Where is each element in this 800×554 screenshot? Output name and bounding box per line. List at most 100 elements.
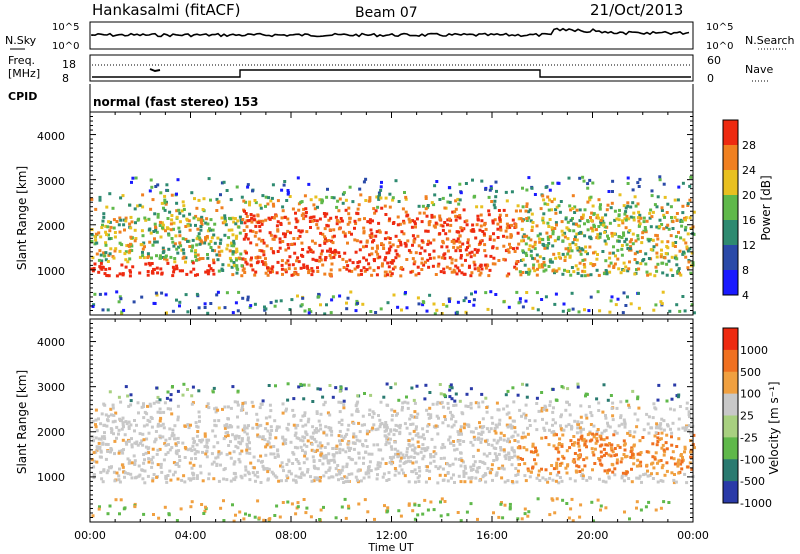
rti-cell — [191, 471, 195, 475]
rti-cell — [571, 217, 574, 220]
rti-cell — [164, 443, 168, 447]
rti-cell — [646, 469, 649, 473]
rti-cell — [315, 448, 319, 452]
rti-cell — [191, 385, 195, 389]
rti-cell — [644, 472, 648, 476]
rti-cell — [264, 204, 267, 208]
rti-cell — [99, 470, 103, 474]
rti-cell — [581, 468, 584, 472]
rti-cell — [611, 251, 615, 255]
rti-cell — [569, 218, 573, 222]
rti-cell — [127, 425, 131, 429]
colorbar-tick: 12 — [742, 239, 756, 252]
rti-cell — [435, 402, 439, 406]
rti-cell — [304, 211, 308, 214]
rti-cell — [133, 505, 137, 509]
rti-cell — [540, 406, 544, 410]
rti-cell — [635, 425, 639, 429]
rti-cell — [267, 196, 271, 200]
rti-cell — [453, 481, 456, 484]
rti-cell — [384, 231, 388, 235]
rti-cell — [302, 383, 306, 387]
rti-cell — [256, 459, 260, 463]
rti-cell — [481, 460, 485, 464]
vel-ytick-2000: 2000 — [37, 426, 65, 439]
rti-cell — [570, 427, 573, 431]
rti-cell — [398, 426, 402, 430]
rti-cell — [403, 422, 407, 426]
rti-cell — [113, 231, 117, 234]
rti-cell — [619, 400, 623, 404]
rti-cell — [478, 241, 482, 245]
rti-cell — [217, 250, 221, 254]
rti-cell — [500, 476, 504, 480]
rti-cell — [204, 270, 208, 274]
rti-cell — [127, 404, 131, 408]
rti-cell — [355, 407, 359, 411]
rti-cell — [242, 237, 246, 241]
rti-cell — [653, 455, 657, 459]
rti-cell — [582, 179, 586, 183]
rti-cell — [115, 220, 119, 223]
rti-cell — [344, 208, 348, 212]
rti-cell — [604, 269, 608, 272]
rti-cell — [281, 411, 285, 415]
rti-cell — [654, 303, 658, 307]
rti-cell — [107, 220, 111, 224]
rti-cell — [364, 199, 368, 202]
rti-cell — [362, 456, 366, 460]
rti-cell — [636, 181, 640, 185]
rti-cell — [154, 291, 158, 295]
rti-cell — [417, 503, 421, 507]
rti-cell — [446, 237, 450, 241]
colorbar-tick: 8 — [742, 264, 749, 277]
rti-cell — [381, 243, 385, 247]
rti-cell — [267, 269, 271, 273]
rti-cell — [454, 264, 458, 268]
rti-cell — [151, 271, 155, 275]
rti-cell — [563, 231, 567, 235]
rti-cell — [566, 387, 570, 391]
rti-cell — [589, 226, 593, 230]
rti-cell — [524, 416, 528, 420]
rti-cell — [90, 267, 94, 271]
rti-cell — [217, 479, 221, 483]
rti-cell — [561, 272, 565, 276]
rti-cell — [366, 220, 370, 224]
rti-cell — [620, 244, 624, 247]
rti-cell — [228, 451, 232, 455]
rti-cell — [121, 421, 125, 425]
rti-cell — [548, 513, 552, 517]
rti-cell — [254, 231, 258, 235]
rti-cell — [328, 413, 332, 417]
rti-cell — [379, 188, 383, 192]
rti-cell — [396, 215, 400, 219]
rti-cell — [652, 308, 656, 312]
rti-cell — [353, 226, 356, 230]
rti-cell — [340, 468, 344, 472]
rti-cell — [567, 516, 571, 520]
rti-cell — [94, 423, 97, 427]
rti-cell — [284, 270, 288, 274]
rti-cell — [228, 249, 232, 253]
rti-cell — [401, 405, 404, 409]
rti-cell — [493, 429, 497, 433]
rti-cell — [628, 517, 631, 521]
rti-cell — [199, 218, 203, 222]
rti-cell — [459, 245, 462, 249]
rti-cell — [459, 432, 463, 436]
rti-cell — [368, 460, 372, 464]
rti-cell — [527, 236, 531, 240]
rti-cell — [560, 229, 564, 233]
rti-cell — [334, 516, 338, 520]
rti-cell — [629, 215, 633, 219]
rti-cell — [513, 265, 517, 269]
rti-cell — [158, 407, 162, 411]
rti-cell — [194, 255, 198, 259]
rti-cell — [481, 475, 485, 479]
rti-cell — [502, 448, 506, 452]
rti-cell — [457, 432, 461, 436]
rti-cell — [479, 271, 483, 275]
rti-cell — [232, 477, 236, 481]
rti-cell — [677, 427, 681, 431]
